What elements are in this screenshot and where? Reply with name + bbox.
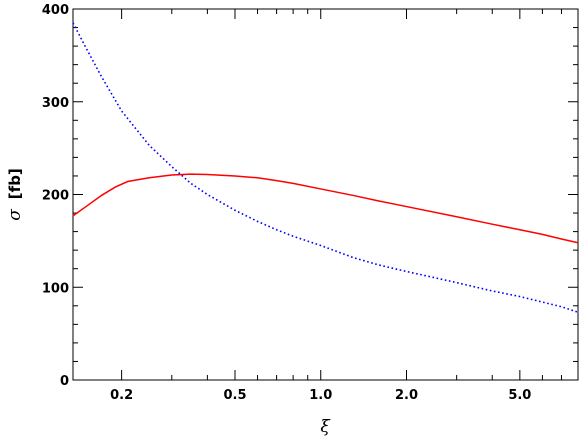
x-tick-label: 5.0 <box>508 388 531 403</box>
y-tick-label: 100 <box>42 281 69 296</box>
axis-ticks <box>73 8 579 381</box>
plot-frame <box>72 8 579 381</box>
y-axis-symbol: σ <box>5 209 25 221</box>
series-lines <box>72 22 579 314</box>
x-tick-label: 0.2 <box>110 388 133 403</box>
y-axis-label: σ [fb] <box>5 168 25 221</box>
y-tick-label: 200 <box>42 189 69 204</box>
x-tick-label: 2.0 <box>395 388 418 403</box>
y-tick-label: 0 <box>60 374 69 389</box>
svg-text:σ [fb]: σ [fb] <box>5 168 25 221</box>
x-tick-label: 1.0 <box>309 388 332 403</box>
tick-labels: 0.2 0.5 1.0 2.0 5.0 0 100 200 300 400 <box>42 3 532 403</box>
series-line-2 <box>72 22 579 314</box>
series-line-1 <box>72 173 579 244</box>
x-tick-label: 0.5 <box>223 388 246 403</box>
y-axis-unit: [fb] <box>6 168 24 199</box>
y-tick-label: 300 <box>42 96 69 111</box>
x-axis-label: ξ <box>320 417 331 437</box>
y-tick-label: 400 <box>42 3 69 18</box>
